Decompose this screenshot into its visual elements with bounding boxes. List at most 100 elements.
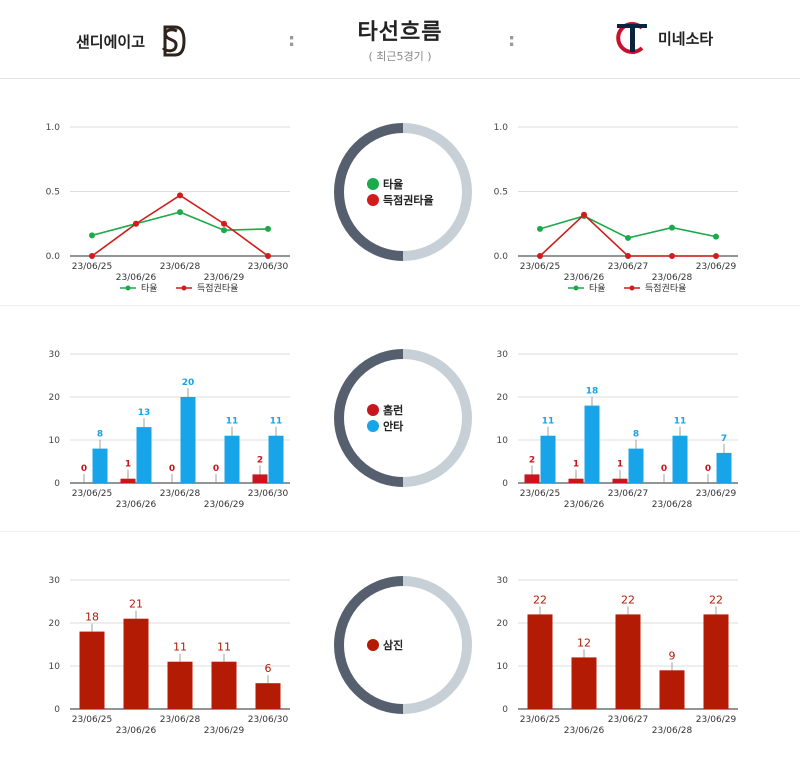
y-tick-label: 10	[497, 436, 509, 446]
legend-dot	[367, 194, 379, 206]
padres-logo-icon	[161, 25, 186, 57]
series-line-risp	[91, 194, 269, 257]
legend-dot	[367, 404, 379, 416]
data-point	[669, 224, 675, 231]
header: 샌디에이고 : 타선흐름 ( 최근5경기 ) : 미네소타	[0, 0, 800, 79]
bar-hits	[584, 405, 600, 483]
y-tick-label: 20	[49, 619, 61, 629]
twins-logo-icon	[616, 22, 647, 54]
bar-hits	[268, 435, 284, 483]
so-donut-ring-light	[402, 576, 472, 714]
legend-label: 타율	[589, 283, 606, 294]
bar-value-label: 0	[169, 464, 175, 474]
x-tick-label: 23/06/28	[652, 500, 693, 510]
row-divider	[0, 531, 800, 532]
x-tick-label: 23/06/30	[248, 262, 289, 272]
data-point	[265, 253, 271, 259]
bar-value-label: 22	[621, 593, 635, 606]
bar-value-label: 9	[669, 649, 676, 662]
x-tick-label: 23/06/30	[248, 715, 289, 725]
bar-value-label: 1	[573, 460, 579, 470]
bar-value-label: 18	[85, 611, 99, 624]
x-tick-label: 23/06/28	[160, 262, 201, 272]
bar-hits	[92, 448, 108, 483]
legend-dot	[367, 178, 379, 190]
x-tick-label: 23/06/26	[116, 500, 157, 510]
legend-marker	[573, 285, 579, 291]
bar-value-label: 11	[226, 417, 239, 427]
bar-value-label: 20	[182, 378, 195, 388]
avg-donut-ring-dark	[334, 123, 404, 261]
data-point	[537, 253, 543, 259]
data-point	[581, 211, 587, 218]
bar-value-label: 7	[721, 434, 727, 444]
legend-label: 타율	[383, 177, 403, 191]
data-point	[89, 232, 95, 239]
bar-value-label: 18	[586, 387, 599, 397]
bar-so	[615, 614, 641, 709]
bar-value-label: 8	[97, 430, 103, 440]
data-point	[669, 253, 675, 259]
right-team[interactable]: 미네소타	[612, 20, 713, 56]
x-tick-label: 23/06/29	[204, 273, 245, 283]
bar-hr	[524, 474, 540, 483]
y-tick-label: 30	[49, 350, 61, 360]
x-tick-label: 23/06/28	[160, 715, 201, 725]
bar-so	[211, 661, 237, 709]
bar-hr	[568, 478, 584, 483]
data-point	[625, 234, 631, 241]
bar-value-label: 11	[173, 641, 187, 654]
bar-value-label: 21	[129, 598, 143, 611]
bar-value-label: 12	[577, 636, 591, 649]
bar-so	[659, 670, 685, 709]
bar-so	[527, 614, 553, 709]
bar-value-label: 11	[217, 641, 231, 654]
bar-value-label: 11	[674, 417, 687, 427]
x-tick-label: 23/06/29	[696, 489, 737, 499]
bar-value-label: 0	[705, 464, 711, 474]
x-tick-label: 23/06/29	[204, 500, 245, 510]
bar-value-label: 8	[633, 430, 639, 440]
legend-dot	[367, 420, 379, 432]
bar-value-label: 2	[257, 455, 263, 465]
x-tick-label: 23/06/26	[564, 500, 605, 510]
series-line-avg	[91, 211, 269, 237]
y-tick-label: 20	[497, 619, 509, 629]
y-tick-label: 10	[497, 662, 509, 672]
series-line-avg	[539, 215, 717, 239]
bar-hr	[120, 478, 136, 483]
legend-label: 득점권타율	[197, 282, 238, 294]
bar-hits	[540, 435, 556, 483]
x-tick-label: 23/06/25	[72, 489, 112, 499]
data-point	[177, 192, 183, 199]
bar-hits	[716, 452, 732, 483]
bar-hr	[612, 478, 628, 483]
bar-value-label: 1	[617, 460, 623, 470]
bar-value-label: 11	[542, 417, 555, 427]
y-tick-label: 0.0	[494, 252, 509, 262]
bar-value-label: 0	[661, 464, 667, 474]
left-team[interactable]: 샌디에이고	[76, 24, 187, 58]
x-tick-label: 23/06/25	[520, 715, 560, 725]
data-point	[221, 227, 227, 234]
legend-label: 타율	[141, 283, 158, 294]
y-tick-label: 20	[497, 393, 509, 403]
bar-hr	[252, 474, 268, 483]
x-tick-label: 23/06/29	[204, 726, 245, 736]
legend-label: 홈런	[383, 403, 403, 417]
hits-donut-ring-dark	[334, 349, 404, 487]
bar-value-label: 2	[529, 455, 535, 465]
bar-so	[571, 657, 597, 709]
x-tick-label: 23/06/27	[608, 262, 648, 272]
x-tick-label: 23/06/25	[520, 262, 560, 272]
bar-hits	[136, 427, 152, 483]
legend-label: 득점권타율	[645, 282, 686, 294]
legend-marker	[181, 285, 187, 291]
x-tick-label: 23/06/28	[160, 489, 201, 499]
data-point	[177, 209, 183, 216]
x-tick-label: 23/06/29	[696, 715, 737, 725]
bar-so	[167, 661, 193, 709]
x-tick-label: 23/06/25	[72, 262, 112, 272]
x-tick-label: 23/06/27	[608, 489, 648, 499]
